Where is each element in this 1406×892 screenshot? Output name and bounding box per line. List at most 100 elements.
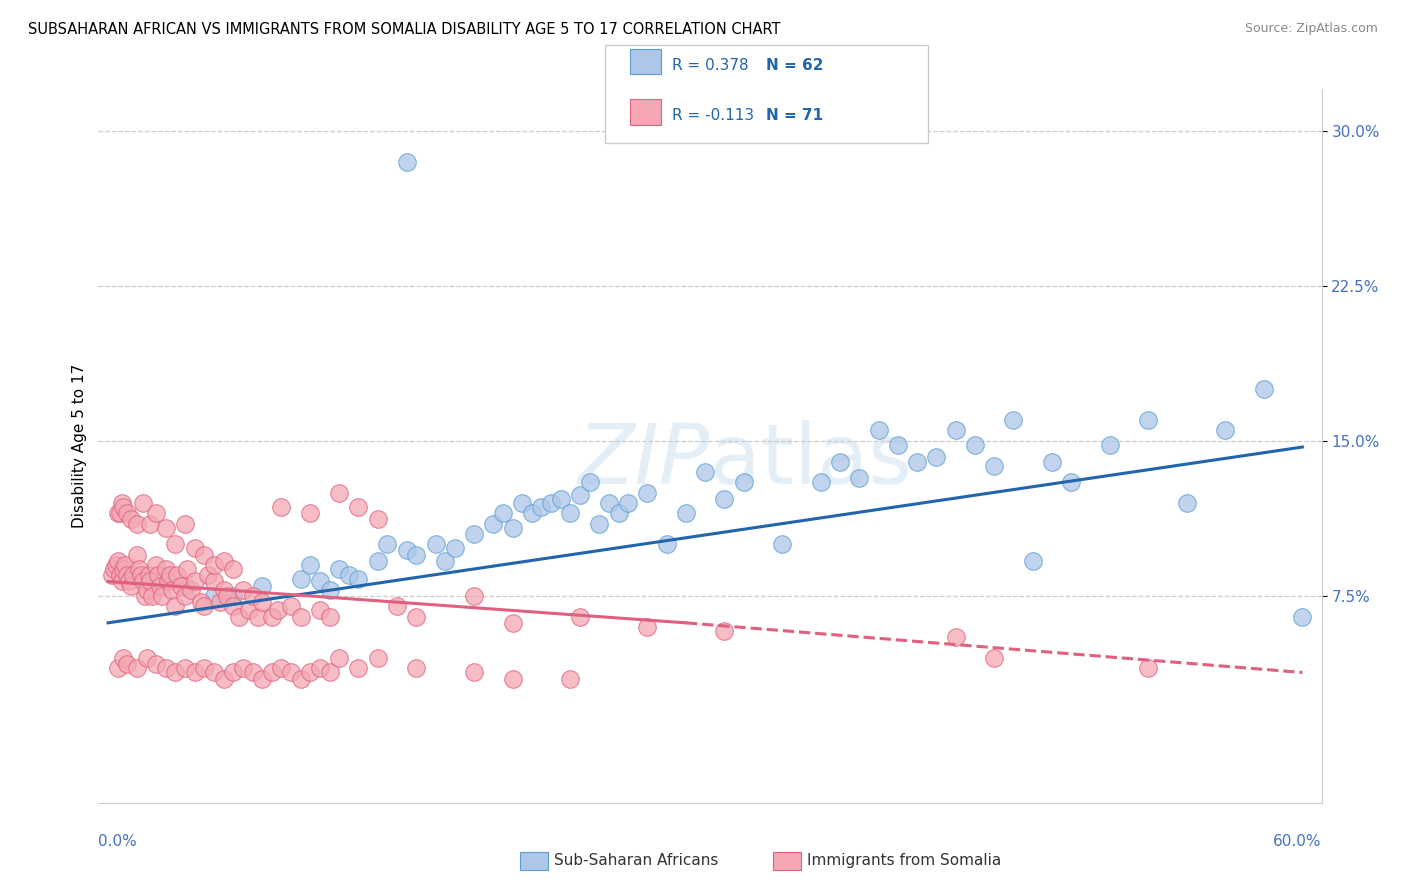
- Point: [299, 665, 322, 680]
- Point: [117, 568, 139, 582]
- Point: [242, 589, 264, 603]
- Point: [202, 665, 225, 680]
- Point: [145, 506, 167, 520]
- Point: [228, 609, 250, 624]
- Point: [560, 672, 582, 686]
- Point: [1175, 496, 1198, 510]
- Point: [222, 589, 245, 603]
- Point: [125, 548, 148, 562]
- Point: [299, 558, 322, 572]
- Point: [202, 558, 225, 572]
- Point: [733, 475, 755, 490]
- Point: [887, 438, 910, 452]
- Point: [328, 651, 350, 665]
- Point: [868, 424, 890, 438]
- Point: [347, 500, 370, 514]
- Point: [165, 599, 187, 614]
- Point: [270, 500, 292, 514]
- Point: [367, 512, 389, 526]
- Point: [347, 573, 370, 587]
- Point: [1021, 554, 1043, 568]
- Point: [385, 599, 408, 614]
- Point: [328, 562, 350, 576]
- Point: [212, 672, 235, 686]
- Point: [395, 543, 418, 558]
- Point: [367, 651, 389, 665]
- Point: [145, 657, 167, 672]
- Point: [1137, 661, 1160, 675]
- Point: [139, 516, 162, 531]
- Point: [202, 574, 225, 589]
- Point: [242, 665, 264, 680]
- Point: [184, 665, 207, 680]
- Point: [1137, 413, 1160, 427]
- Point: [963, 438, 986, 452]
- Point: [405, 548, 427, 562]
- Text: Source: ZipAtlas.com: Source: ZipAtlas.com: [1244, 22, 1378, 36]
- Point: [550, 491, 572, 506]
- Point: [250, 672, 273, 686]
- Point: [101, 568, 124, 582]
- Point: [309, 603, 332, 617]
- Point: [502, 672, 524, 686]
- Point: [110, 574, 132, 589]
- Point: [425, 537, 447, 551]
- Point: [112, 651, 135, 665]
- Point: [132, 574, 155, 589]
- Point: [434, 554, 457, 568]
- Point: [290, 573, 312, 587]
- Point: [578, 475, 600, 490]
- Point: [318, 609, 340, 624]
- Point: [184, 574, 207, 589]
- Point: [139, 574, 162, 589]
- Point: [266, 603, 288, 617]
- Point: [905, 454, 928, 468]
- Point: [120, 512, 142, 526]
- Point: [280, 665, 302, 680]
- Point: [155, 661, 177, 675]
- Point: [120, 579, 142, 593]
- Point: [103, 562, 125, 576]
- Point: [530, 500, 553, 514]
- Text: 60.0%: 60.0%: [1274, 834, 1322, 849]
- Point: [337, 568, 360, 582]
- Text: R = 0.378: R = 0.378: [672, 58, 748, 72]
- Point: [617, 496, 640, 510]
- Point: [222, 665, 245, 680]
- Point: [212, 582, 235, 597]
- Point: [945, 424, 967, 438]
- Point: [983, 458, 1005, 473]
- Point: [1098, 438, 1121, 452]
- Point: [713, 491, 735, 506]
- Text: atlas: atlas: [710, 420, 911, 500]
- Point: [925, 450, 948, 465]
- Point: [463, 589, 485, 603]
- Point: [107, 661, 129, 675]
- Point: [146, 568, 169, 582]
- Text: Immigrants from Somalia: Immigrants from Somalia: [807, 854, 1001, 868]
- Point: [463, 665, 485, 680]
- Point: [193, 599, 215, 614]
- Point: [328, 485, 350, 500]
- Point: [176, 562, 198, 576]
- Point: [117, 657, 139, 672]
- Point: [492, 506, 515, 520]
- Point: [945, 630, 967, 644]
- Point: [159, 568, 181, 582]
- Point: [280, 599, 302, 614]
- Point: [217, 589, 239, 603]
- Point: [118, 574, 141, 589]
- Point: [174, 516, 197, 531]
- Point: [193, 661, 215, 675]
- Point: [810, 475, 832, 490]
- Point: [443, 541, 465, 556]
- Point: [828, 454, 851, 468]
- Point: [1291, 609, 1313, 624]
- Point: [1040, 454, 1063, 468]
- Point: [299, 506, 322, 520]
- Point: [122, 568, 145, 582]
- Point: [125, 661, 148, 675]
- Point: [318, 582, 340, 597]
- Y-axis label: Disability Age 5 to 17: Disability Age 5 to 17: [72, 364, 87, 528]
- Point: [129, 568, 152, 582]
